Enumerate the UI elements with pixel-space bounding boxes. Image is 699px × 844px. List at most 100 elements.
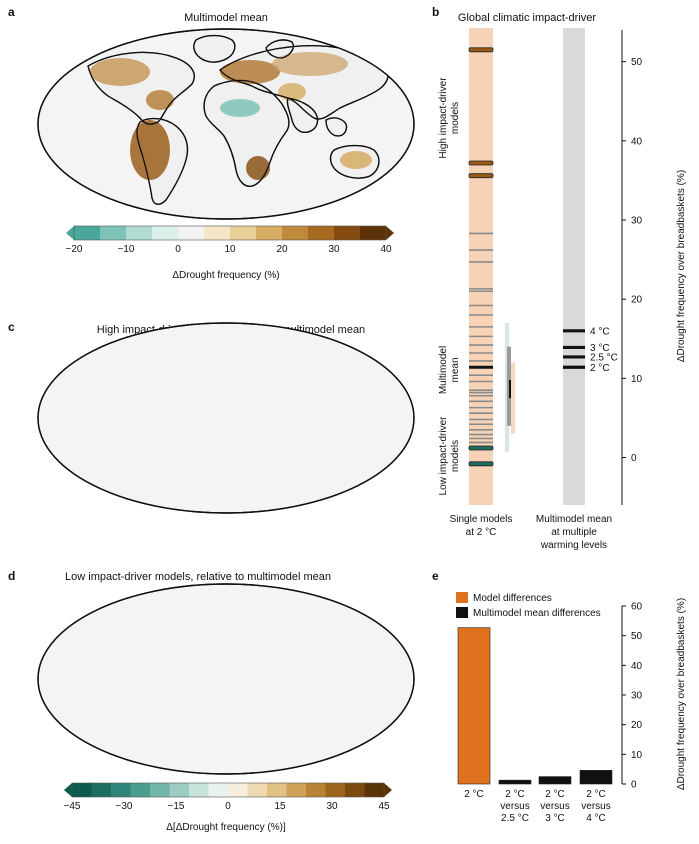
colorbar-d-tick-label: 30 (326, 801, 338, 812)
legend-swatch-multimodel-differences (456, 607, 468, 618)
colorbar-d-tick-label: −45 (64, 801, 81, 812)
high-models-label-2: models (450, 102, 461, 134)
panel-label-e: e (432, 569, 439, 583)
panel-e-tick-label: 30 (631, 691, 643, 702)
range-bar (509, 379, 512, 399)
bar (579, 770, 613, 785)
panel-b-y-axis: 0 10 20 30 40 50 (621, 30, 643, 505)
colorbar-d-swatch (364, 783, 385, 797)
world-map-c (37, 322, 415, 514)
colorbar-a-tick-label: 10 (224, 244, 236, 255)
multimodel-caption-2: at multiple (551, 527, 597, 538)
bar-label: 3 °C (545, 813, 565, 824)
colorbar-d-tick-label: −30 (116, 801, 133, 812)
bar-label: 2 °C (464, 789, 484, 800)
low-model-line (468, 461, 494, 467)
panel-e-y-axis: 0 10 20 30 40 50 60 (621, 602, 643, 791)
colorbar-d-swatch (267, 783, 287, 797)
mean-label-1: Multimodel (438, 346, 449, 394)
colorbar-a-swatch (178, 226, 205, 240)
colorbar-d-swatch (208, 783, 229, 797)
panel-label-d: d (8, 569, 15, 583)
panel-b-tick-label: 20 (631, 295, 643, 306)
colorbar-a-tick-label: 20 (276, 244, 288, 255)
bar (498, 779, 532, 785)
single-models-caption-1: Single models (450, 514, 513, 525)
panel-e-tick-label: 40 (631, 661, 643, 672)
range-bar (511, 362, 515, 434)
colorbar-a-swatch (100, 226, 127, 240)
panel-label-b: b (432, 5, 439, 19)
colorbar-a-arrow-left (66, 226, 74, 240)
bar-label: 2 °C (586, 789, 606, 800)
colorbar-d-swatch (228, 783, 248, 797)
low-models-label-2: models (450, 440, 461, 472)
colorbar-a-tick-label: 40 (380, 244, 392, 255)
bar (538, 776, 572, 785)
bar-label: versus (500, 801, 529, 812)
bar-label: versus (581, 801, 610, 812)
colorbar-a-swatch (74, 226, 101, 240)
colorbar-a-tick-label: −10 (118, 244, 135, 255)
panel-e-tick-label: 60 (631, 602, 643, 613)
bar (457, 627, 491, 785)
panel-d-title: Low impact-driver models, relative to mu… (65, 571, 331, 583)
panel-label-c: c (8, 320, 15, 334)
colorbar-a-arrow-right (386, 226, 394, 240)
map-a-landmasses (87, 34, 389, 205)
colorbar-d-tick-label: 0 (225, 801, 231, 812)
colorbar-d-swatch (130, 783, 151, 797)
colorbar-a-swatch (204, 226, 231, 240)
single-models-column (469, 28, 493, 505)
panel-e-tick-label: 50 (631, 631, 643, 642)
colorbar-d-swatch (306, 783, 326, 797)
colorbar-d-swatch (325, 783, 346, 797)
panel-b: b Global climatic impact-driver 4 °C 3 °C… (432, 5, 687, 551)
panel-b-tick-label: 40 (631, 136, 643, 147)
bar-label: 2 °C (505, 789, 525, 800)
colorbar-d-arrow-left (64, 783, 72, 797)
colorbar-d-swatch (91, 783, 112, 797)
panel-b-marks: 4 °C 3 °C2.5 °C2 °C (468, 47, 618, 467)
colorbar-d-swatch (189, 783, 209, 797)
panel-e-y-axis-label: ΔDrought frequency over breadbaskets (%) (676, 598, 687, 790)
colorbar-d-swatch (247, 783, 268, 797)
colorbar-d-tick-label: −15 (168, 801, 185, 812)
high-models-label-1: High impact-driver (438, 77, 449, 159)
colorbar-a-swatch (308, 226, 335, 240)
colorbar-d-swatch (169, 783, 190, 797)
panel-b-y-axis-label: ΔDrought frequency over breadbaskets (%) (676, 170, 687, 362)
high-model-line (468, 47, 494, 53)
colorbar-a-swatch (230, 226, 257, 240)
legend-multimodel-differences: Multimodel mean differences (473, 608, 601, 619)
colorbar-a-swatch (360, 226, 387, 240)
colorbar-a-swatch (152, 226, 179, 240)
panel-b-tick-label: 10 (631, 374, 643, 385)
bar-label: 2.5 °C (501, 813, 529, 824)
bar-label: 2 °C (545, 789, 565, 800)
warming-level-label: 2.5 °C (590, 352, 618, 363)
panel-d: d Low impact-driver models, relative to … (8, 569, 415, 833)
colorbar-d: −45 −30 −15 0 15 30 45 (64, 782, 392, 812)
single-models-caption-2: at 2 °C (466, 527, 497, 538)
colorbar-a-tick-label: 0 (175, 244, 181, 255)
colorbar-d-tick-label: 15 (274, 801, 286, 812)
legend-model-differences: Model differences (473, 593, 552, 604)
colorbar-d-swatch (111, 783, 131, 797)
panel-label-a: a (8, 5, 15, 19)
colorbar-d-swatch (345, 783, 365, 797)
panel-e-tick-label: 20 (631, 720, 643, 731)
panel-b-tick-label: 50 (631, 57, 643, 68)
multimodel-caption-1: Multimodel mean (536, 514, 612, 525)
bar-label: versus (540, 801, 569, 812)
multimodel-mean-column (563, 28, 585, 505)
high-model-line (468, 173, 494, 179)
panel-e-tick-label: 0 (631, 780, 637, 791)
colorbar-a-label: ΔDrought frequency (%) (172, 270, 279, 281)
colorbar-d-swatch (150, 783, 170, 797)
bar-label: 4 °C (586, 813, 606, 824)
panel-b-tick-label: 30 (631, 216, 643, 227)
mean-label-2: mean (450, 357, 461, 382)
